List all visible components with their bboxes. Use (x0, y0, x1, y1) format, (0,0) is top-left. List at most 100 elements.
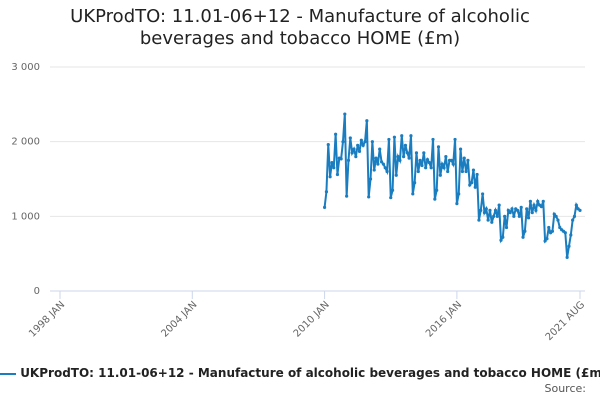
point (501, 235, 505, 239)
point (458, 147, 463, 151)
point (407, 156, 411, 160)
x-tick-label: 2021 AUG (544, 299, 588, 343)
point (409, 134, 413, 138)
point (363, 140, 367, 144)
point (322, 205, 327, 209)
x-tick-label: 2016 JAN (424, 299, 464, 339)
point (350, 151, 354, 155)
point (462, 156, 466, 160)
point (416, 169, 420, 174)
point (387, 137, 391, 142)
legend-label: UKProdTO: 11.01-06+12 - Manufacture of a… (20, 366, 600, 380)
point (411, 192, 415, 196)
point (361, 143, 365, 147)
point (403, 143, 408, 147)
point (543, 239, 547, 243)
point (420, 163, 424, 168)
point (400, 134, 404, 138)
point (493, 208, 498, 212)
point (469, 181, 474, 185)
point (525, 207, 529, 211)
point (332, 166, 336, 170)
point (435, 188, 439, 192)
point (345, 194, 349, 198)
point (521, 235, 525, 239)
y-tick-label: 3 000 (11, 62, 40, 73)
point (438, 173, 442, 177)
point (482, 211, 487, 215)
point (536, 199, 540, 203)
point (425, 157, 430, 162)
point (488, 208, 492, 212)
point (442, 166, 446, 170)
point (477, 218, 481, 222)
point (398, 158, 402, 162)
point (569, 233, 573, 237)
point (539, 205, 544, 209)
point (492, 214, 496, 218)
point (379, 160, 384, 164)
point (528, 199, 532, 203)
point (374, 156, 378, 160)
point (359, 138, 363, 142)
point (460, 169, 465, 174)
point (446, 169, 450, 174)
point (414, 151, 419, 155)
point (547, 225, 551, 230)
point (563, 231, 567, 235)
point (451, 162, 455, 166)
point (436, 145, 441, 149)
point (512, 214, 516, 218)
point (339, 157, 343, 161)
legend-swatch (0, 372, 16, 375)
point (565, 255, 569, 259)
point (352, 147, 356, 151)
y-tick-label: 2 000 (11, 137, 40, 148)
point (378, 147, 382, 151)
point (506, 208, 510, 212)
point (530, 211, 534, 215)
series-line (323, 113, 581, 258)
point (558, 225, 562, 230)
point (390, 188, 395, 192)
point (497, 203, 501, 207)
point (383, 166, 387, 170)
point (389, 196, 393, 200)
point (556, 218, 560, 222)
point (357, 149, 362, 153)
point (413, 181, 417, 185)
point (475, 172, 479, 177)
point (348, 136, 352, 140)
point (510, 207, 514, 211)
point (567, 244, 571, 248)
legend: UKProdTO: 11.01-06+12 - Manufacture of a… (0, 366, 600, 380)
point (473, 185, 477, 189)
point (368, 177, 373, 181)
point (455, 202, 459, 206)
point (464, 169, 468, 174)
point (444, 155, 448, 159)
point (385, 169, 389, 174)
x-tick-label: 1998 JAN (27, 299, 67, 339)
point (372, 168, 376, 172)
point (453, 137, 457, 142)
point (545, 237, 549, 241)
point (552, 212, 556, 216)
point (424, 166, 428, 170)
point (449, 158, 453, 162)
x-tick-label: 2004 JAN (159, 299, 199, 339)
point (429, 166, 433, 170)
point (343, 112, 347, 116)
point (486, 218, 490, 222)
point (402, 155, 406, 159)
point (422, 151, 426, 155)
point (508, 211, 512, 215)
point (468, 183, 472, 187)
point (499, 238, 503, 242)
point (334, 132, 338, 136)
point (328, 175, 332, 179)
y-tick-label: 0 (34, 286, 40, 297)
point (431, 137, 435, 142)
